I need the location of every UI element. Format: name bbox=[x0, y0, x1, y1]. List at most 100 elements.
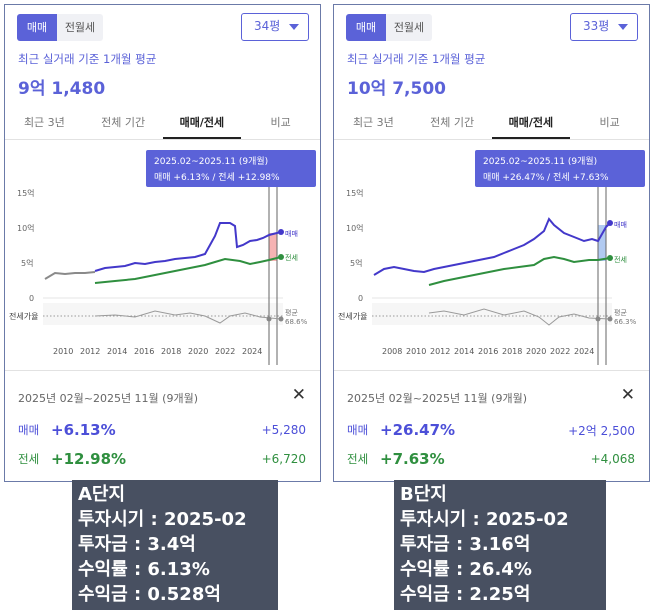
series-label-jeonse: 전세 bbox=[285, 253, 298, 262]
jeonse-point bbox=[278, 254, 284, 260]
complex-a-panel: 매매 전월세 34평 최근 실거래 기준 1개월 평균 9억 1,480 최근 … bbox=[4, 4, 321, 482]
ratio-point bbox=[607, 316, 613, 322]
sale-point bbox=[278, 229, 284, 235]
x-tick-label: 2016 bbox=[478, 347, 498, 356]
tab-sale-jeonse[interactable]: 매매/전세 bbox=[491, 108, 571, 139]
x-tick-label: 2018 bbox=[161, 347, 181, 356]
y-tick-label: 10억 bbox=[17, 223, 35, 233]
close-icon[interactable]: ✕ bbox=[620, 385, 635, 405]
ratio-average-label: 평균 bbox=[285, 308, 298, 317]
rent-toggle-button[interactable]: 전월세 bbox=[393, 21, 425, 34]
caret-down-icon bbox=[618, 24, 628, 30]
summary-title: B단지 bbox=[400, 484, 447, 505]
divider bbox=[334, 370, 649, 371]
period-tabs: 최근 3년 전체 기간 매매/전세 비교 bbox=[334, 108, 649, 140]
sale-toggle-button[interactable]: 매매 bbox=[346, 14, 386, 41]
tooltip-period: 2025.02~2025.11 (9개월) bbox=[154, 155, 268, 167]
jeonse-change-percent: +7.63% bbox=[380, 450, 445, 468]
area-size-select[interactable]: 34평 bbox=[241, 13, 309, 41]
close-icon[interactable]: ✕ bbox=[291, 385, 306, 405]
sale-toggle-button[interactable]: 매매 bbox=[17, 14, 57, 41]
x-tick-label: 2018 bbox=[502, 347, 522, 356]
rent-toggle-button[interactable]: 전월세 bbox=[64, 21, 96, 34]
change-tooltip: 2025.02~2025.11 (9개월) 매매 +26.47% / 전세 +7… bbox=[475, 150, 645, 187]
sale-point bbox=[607, 220, 613, 226]
price-basis-label: 최근 실거래 기준 1개월 평균 bbox=[347, 52, 486, 66]
x-axis: 2010 2012 2014 2016 2018 2020 2022 2024 bbox=[53, 347, 262, 356]
area-size-select[interactable]: 33평 bbox=[570, 13, 638, 41]
tab-compare[interactable]: 비교 bbox=[599, 116, 620, 129]
ratio-line bbox=[428, 308, 611, 326]
change-period: 2025년 02월~2025년 11월 (9개월) bbox=[18, 392, 198, 405]
y-tick-label: 5억 bbox=[21, 258, 33, 268]
jeonse-price-line bbox=[94, 256, 282, 284]
ratio-average-value: 68.6% bbox=[285, 318, 308, 326]
price-chart[interactable]: 15억 10억 5억 0 전세가율 매매 전세 평균 66.3% 2008 20… bbox=[334, 141, 649, 365]
x-tick-label: 2014 bbox=[454, 347, 474, 356]
ratio-point bbox=[278, 316, 284, 322]
tab-compare[interactable]: 비교 bbox=[270, 116, 291, 129]
y-tick-label: 0 bbox=[29, 294, 34, 303]
ratio-point bbox=[266, 316, 272, 322]
sale-change-amount: +2억 2,500 bbox=[568, 423, 635, 438]
ratio-label: 전세가율 bbox=[9, 311, 38, 321]
x-axis: 2008 2010 2012 2014 2016 2018 2020 2022 … bbox=[382, 347, 594, 356]
jeonse-change-amount: +6,720 bbox=[261, 452, 306, 466]
tooltip-values: 매매 +6.13% / 전세 +12.98% bbox=[154, 172, 280, 183]
complex-a-summary: A단지 투자시기 : 2025-02 투자금 : 3.4억 수익률 : 6.13… bbox=[72, 480, 278, 610]
x-tick-label: 2010 bbox=[406, 347, 426, 356]
tab-recent-3-years[interactable]: 최근 3년 bbox=[23, 116, 65, 129]
sale-price-line bbox=[373, 217, 611, 276]
ratio-line bbox=[94, 310, 282, 324]
change-highlight bbox=[269, 233, 277, 261]
summary-line: 투자시기 : 2025-02 bbox=[78, 509, 247, 530]
price-basis-label: 최근 실거래 기준 1개월 평균 bbox=[18, 52, 157, 66]
price-chart[interactable]: 15억 10억 5억 0 전세가율 매매 전세 평균 68.6% 2010 20… bbox=[5, 141, 320, 365]
tab-sale-jeonse[interactable]: 매매/전세 bbox=[162, 108, 242, 139]
complex-b-summary: B단지 투자시기 : 2025-02 투자금 : 3.16억 수익률 : 26.… bbox=[394, 480, 606, 610]
jeonse-change-label: 전세 bbox=[347, 452, 369, 466]
summary-line: 투자금 : 3.4억 bbox=[78, 534, 196, 555]
change-tooltip: 2025.02~2025.11 (9개월) 매매 +6.13% / 전세 +12… bbox=[146, 150, 316, 187]
y-axis: 15억 10억 5억 0 bbox=[346, 188, 364, 303]
jeonse-change-row: 전세 +12.98% +6,720 bbox=[18, 448, 306, 470]
ratio-average-value: 66.3% bbox=[614, 318, 637, 326]
period-tabs: 최근 3년 전체 기간 매매/전세 비교 bbox=[5, 108, 320, 140]
tooltip-period: 2025.02~2025.11 (9개월) bbox=[483, 155, 597, 167]
complex-b-panel: 매매 전월세 33평 최근 실거래 기준 1개월 평균 10억 7,500 최근… bbox=[333, 4, 650, 482]
summary-line: 투자시기 : 2025-02 bbox=[400, 509, 569, 530]
x-tick-label: 2024 bbox=[574, 347, 594, 356]
tab-recent-3-years[interactable]: 최근 3년 bbox=[352, 116, 394, 129]
summary-line: 투자금 : 3.16억 bbox=[400, 534, 531, 555]
sale-change-row: 매매 +6.13% +5,280 bbox=[18, 419, 306, 441]
y-tick-label: 15억 bbox=[17, 188, 35, 198]
ratio-label: 전세가율 bbox=[338, 311, 367, 321]
sale-history-line bbox=[44, 271, 96, 280]
ratio-average-label: 평균 bbox=[614, 308, 627, 317]
summary-line: 수익률 : 6.13% bbox=[78, 559, 210, 580]
x-tick-label: 2024 bbox=[242, 347, 262, 356]
x-tick-label: 2012 bbox=[80, 347, 100, 356]
x-tick-label: 2016 bbox=[134, 347, 154, 356]
ratio-band bbox=[43, 303, 283, 325]
summary-line: 수익금 : 2.25억 bbox=[400, 584, 531, 605]
tab-all-period[interactable]: 전체 기간 bbox=[101, 116, 146, 129]
sale-price-line bbox=[94, 222, 282, 272]
tab-all-period[interactable]: 전체 기간 bbox=[430, 116, 475, 129]
y-tick-label: 15억 bbox=[346, 188, 364, 198]
x-tick-label: 2012 bbox=[430, 347, 450, 356]
x-tick-label: 2022 bbox=[215, 347, 235, 356]
jeonse-point bbox=[607, 255, 613, 261]
series-label-sale: 매매 bbox=[614, 221, 627, 229]
average-price: 9억 1,480 bbox=[18, 79, 106, 99]
y-tick-label: 0 bbox=[358, 294, 363, 303]
jeonse-change-amount: +4,068 bbox=[590, 452, 635, 466]
ratio-band bbox=[372, 303, 612, 325]
jeonse-change-row: 전세 +7.63% +4,068 bbox=[347, 448, 635, 470]
summary-title: A단지 bbox=[78, 484, 126, 505]
jeonse-change-percent: +12.98% bbox=[51, 450, 127, 468]
series-label-sale: 매매 bbox=[285, 230, 298, 238]
change-highlight bbox=[598, 225, 606, 261]
trade-type-toggle: 매매 전월세 bbox=[346, 14, 432, 41]
sale-change-percent: +6.13% bbox=[51, 421, 116, 439]
